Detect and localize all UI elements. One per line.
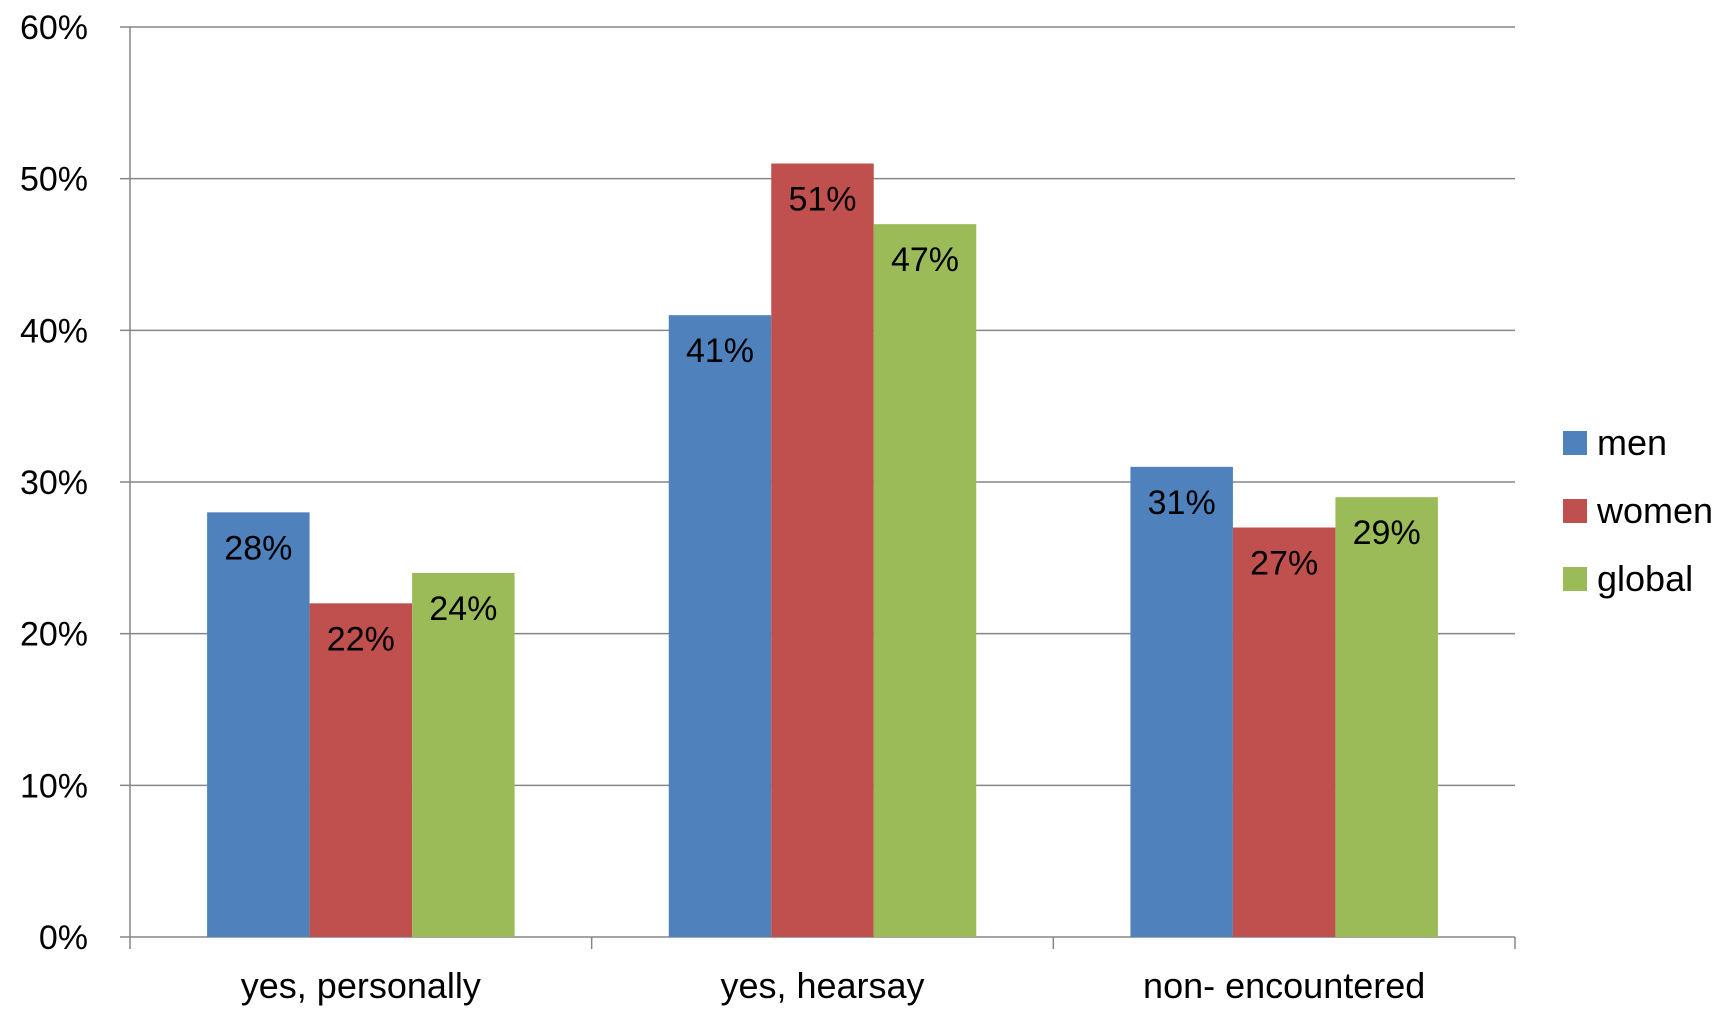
legend-label-global: global [1597, 558, 1693, 599]
y-tick-label: 30% [20, 464, 88, 502]
y-tick-label: 60% [20, 9, 88, 47]
bar-women [771, 163, 874, 937]
legend-swatch-women [1563, 499, 1587, 523]
x-category-label: yes, hearsay [720, 965, 924, 1006]
bar-global [873, 224, 977, 937]
y-tick-label: 10% [20, 767, 88, 805]
bar-global [412, 573, 515, 937]
bar-men [1130, 466, 1233, 937]
bar-global [1335, 497, 1438, 937]
bar-men [207, 512, 310, 937]
y-tick-label: 20% [20, 616, 88, 654]
y-tick-label: 0% [39, 919, 88, 957]
legend-label-men: men [1597, 422, 1667, 463]
data-label-men: 31% [1148, 484, 1216, 522]
bars [207, 163, 1438, 938]
bar-women [309, 603, 413, 937]
data-label-global: 47% [891, 241, 959, 279]
data-label-men: 28% [224, 529, 292, 567]
legend-swatch-men [1563, 431, 1587, 455]
data-label-women: 27% [1250, 545, 1318, 583]
data-label-women: 51% [788, 181, 856, 219]
bar-women [1232, 527, 1336, 937]
legend: men women global [1563, 422, 1713, 599]
x-category-label: yes, personally [241, 965, 481, 1006]
data-label-women: 22% [327, 620, 395, 658]
axes: 0% 10% 20% 30% 40% 50% 60% yes, personally yes, … [20, 9, 1516, 1006]
y-tick-label: 40% [20, 312, 88, 350]
data-label-men: 41% [686, 332, 754, 370]
legend-label-women: women [1596, 490, 1713, 531]
data-label-global: 29% [1353, 514, 1421, 552]
data-labels: 28% 22% 24% 41% 51% 47% 31% 27% 29% [224, 181, 1420, 659]
legend-swatch-global [1563, 567, 1587, 591]
bar-men [668, 315, 772, 938]
data-label-global: 24% [429, 590, 497, 628]
y-tick-label: 50% [20, 161, 88, 199]
x-category-label: non- encountered [1143, 965, 1425, 1006]
